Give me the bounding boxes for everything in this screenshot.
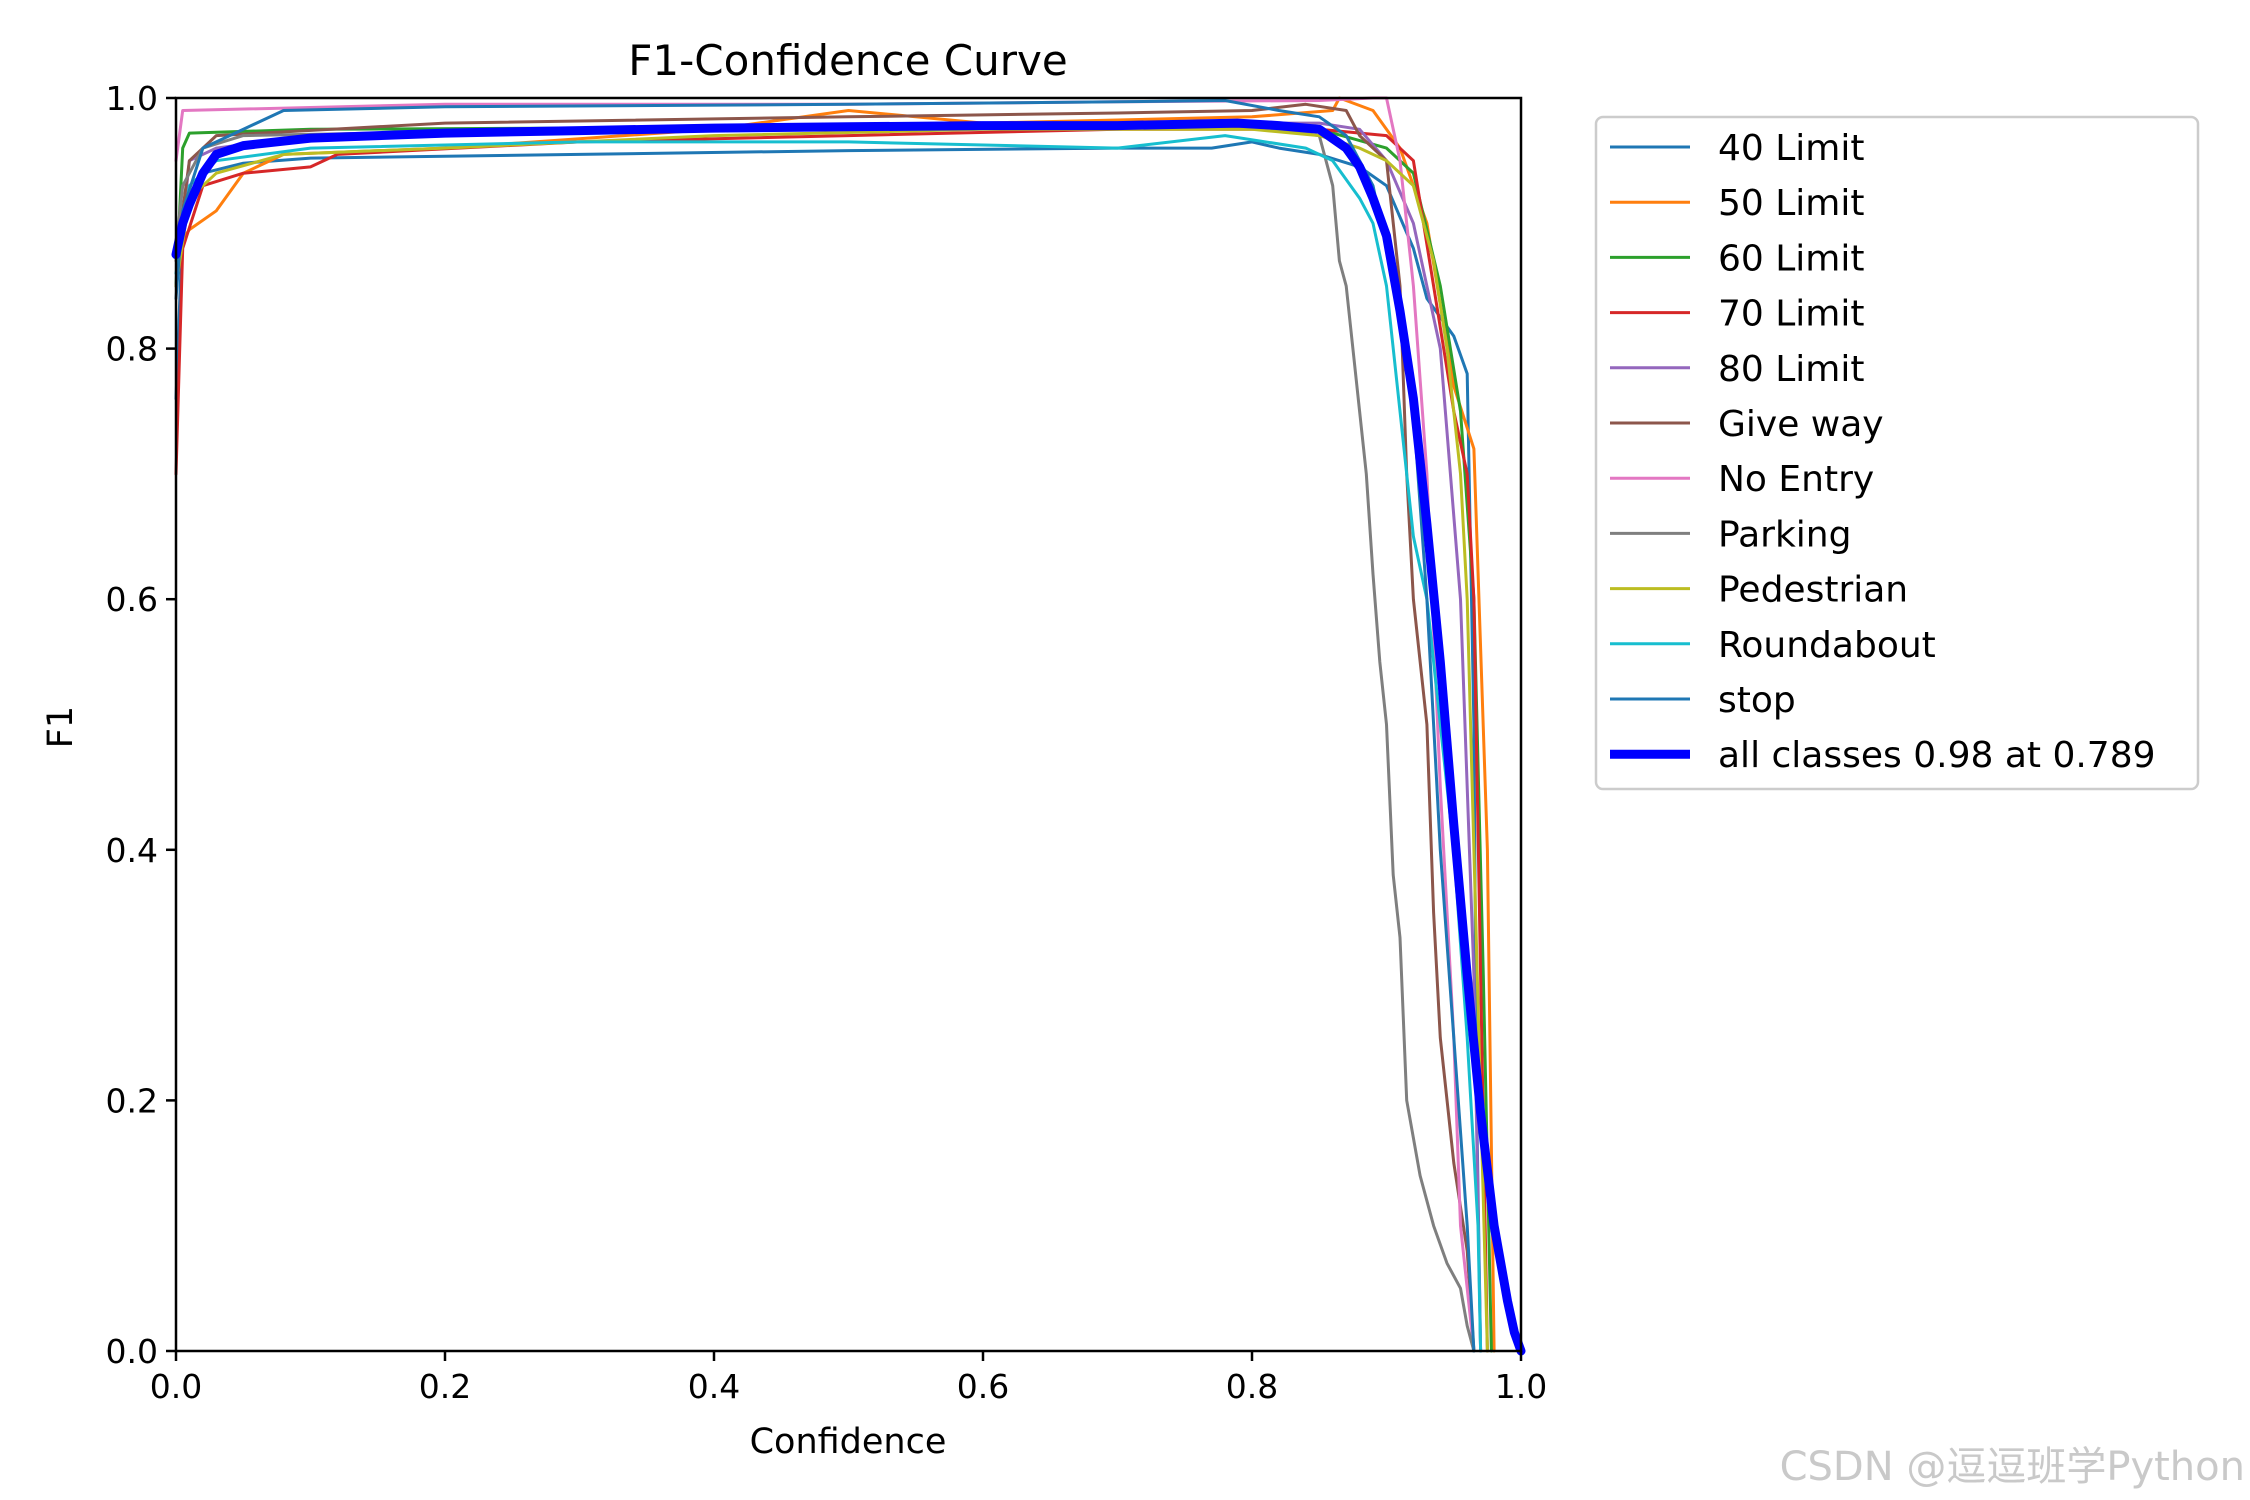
x-tick-label: 0.0 — [150, 1367, 202, 1406]
watermark: CSDN @逗逗班学Python — [1780, 1444, 2245, 1490]
y-tick-label: 0.2 — [106, 1081, 158, 1120]
x-tick-label: 1.0 — [1495, 1367, 1547, 1406]
legend-label-5: Give way — [1718, 404, 1884, 445]
legend-label-3: 70 Limit — [1718, 294, 1865, 335]
y-axis-label: F1 — [41, 706, 81, 748]
series-layer — [171, 96, 1526, 1356]
y-tick-label: 0.0 — [106, 1332, 158, 1371]
x-axis: 0.0 0.2 0.4 0.6 0.8 1.0 — [150, 1351, 1547, 1406]
legend-label-7: Parking — [1718, 514, 1851, 555]
legend-label-9: Roundabout — [1718, 625, 1936, 666]
x-tick-label: 0.4 — [688, 1367, 740, 1406]
series-line-1 — [174, 96, 1496, 1353]
x-axis-label: Confidence — [750, 1422, 947, 1462]
series-line-8 — [174, 127, 1489, 1353]
legend-label-8: Pedestrian — [1718, 570, 1908, 611]
legend-entries: 40 Limit 50 Limit 60 Limit 70 Limit 80 Limit… — [1610, 128, 2156, 776]
series-line-6 — [174, 96, 1476, 1353]
series-line-10 — [174, 99, 1476, 1353]
x-tick-label: 0.2 — [419, 1367, 471, 1406]
series-line-11 — [171, 118, 1526, 1356]
legend-label-6: No Entry — [1718, 459, 1874, 500]
series-line-9 — [174, 134, 1483, 1353]
y-tick-label: 1.0 — [106, 79, 158, 118]
legend-frame — [1594, 115, 2200, 791]
series-line-0 — [174, 140, 1483, 1353]
series-line-3 — [174, 127, 1489, 1353]
legend-label-11: all classes 0.98 at 0.789 — [1718, 735, 2156, 776]
legend-label-1: 50 Limit — [1718, 183, 1865, 224]
y-axis: 0.0 0.2 0.4 0.6 0.8 1.0 — [106, 79, 176, 1371]
plot-area-frame — [174, 96, 1523, 1353]
series-line-4 — [174, 121, 1483, 1353]
series-line-2 — [174, 124, 1493, 1353]
x-tick-label: 0.8 — [1226, 1367, 1278, 1406]
y-tick-label: 0.6 — [106, 580, 158, 619]
legend: 40 Limit 50 Limit 60 Limit 70 Limit 80 Limit… — [1594, 115, 2200, 791]
y-tick-label: 0.4 — [106, 831, 158, 870]
legend-label-10: stop — [1718, 680, 1796, 721]
legend-label-2: 60 Limit — [1718, 238, 1865, 279]
legend-label-4: 80 Limit — [1718, 349, 1865, 390]
series-line-5 — [174, 102, 1476, 1353]
y-tick-label: 0.8 — [106, 330, 158, 369]
x-tick-label: 0.6 — [957, 1367, 1009, 1406]
series-line-7 — [174, 124, 1476, 1353]
chart-title: F1-Confidence Curve — [628, 36, 1067, 85]
legend-label-0: 40 Limit — [1718, 128, 1865, 169]
